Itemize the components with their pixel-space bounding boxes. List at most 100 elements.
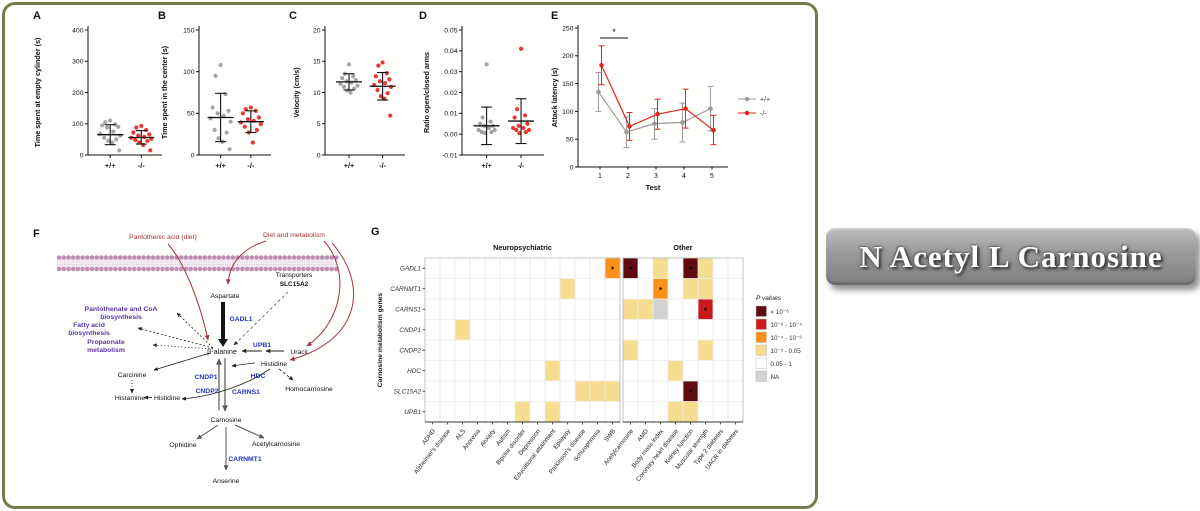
cndp1-label: CNDP1 (194, 374, 217, 381)
svg-text:SWB: SWB (603, 428, 617, 443)
svg-text:100: 100 (183, 69, 195, 76)
pathway-branch-arrows (137, 312, 214, 371)
svg-text:+/+: +/+ (105, 161, 116, 170)
figure-panel: A B C D E F G 0 100 200 300 400 Time spent at… (2, 2, 818, 509)
svg-text:200: 200 (562, 53, 574, 60)
fatty-acid-pathway-label-2: biosynthesis (68, 330, 110, 337)
diet-arrows (167, 240, 354, 362)
svg-text:100: 100 (562, 109, 574, 116)
propaonate-pathway-label-2: metabolism (87, 347, 125, 354)
carnosine-cycle-arrows (216, 358, 228, 412)
gadl1-label: GADL1 (229, 316, 252, 323)
svg-text:CNDP1: CNDP1 (399, 327, 421, 334)
svg-text:50: 50 (566, 137, 574, 144)
svg-text:5: 5 (317, 121, 321, 128)
svg-text:100: 100 (72, 121, 84, 128)
svg-text:*: * (629, 265, 633, 274)
svg-text:Neuropsychiatric: Neuropsychiatric (493, 243, 552, 252)
svg-text:NA: NA (771, 374, 781, 381)
svg-text:0.00: 0.00 (444, 132, 457, 139)
svg-text:3: 3 (654, 173, 658, 180)
svg-text:+/+: +/+ (215, 161, 226, 170)
svg-text:300: 300 (72, 59, 84, 66)
svg-text:10⁻³ - 0.05: 10⁻³ - 0.05 (771, 348, 802, 355)
aspartate-label: Aspartate (210, 293, 239, 300)
svg-text:0.05 - 1: 0.05 - 1 (771, 361, 793, 368)
svg-text:UPB1: UPB1 (404, 409, 421, 416)
histamine-arrows (129, 362, 294, 401)
svg-text:400: 400 (72, 27, 84, 34)
panel-label-f: F (33, 228, 40, 240)
panel-e-line-chart: 0 50 100 150 200 250 Attack latency (s) 1 2 3 4 5 Te… (550, 25, 770, 192)
points--/- (510, 46, 532, 136)
carcinine-label: Carcinine (118, 372, 147, 379)
carnosine-label: Carnosine (211, 417, 242, 424)
pantothenate-pathway-label: Pantothenate and CoA (85, 306, 158, 313)
svg-text:250: 250 (562, 25, 574, 32)
anserine-label: Anserine (213, 478, 240, 485)
svg-text:1: 1 (598, 173, 602, 180)
panel-label-b: B (158, 10, 166, 22)
svg-text:2: 2 (626, 173, 630, 180)
carnosine-product-arrows (196, 424, 265, 471)
svg-text:P values: P values (756, 295, 782, 302)
svg-text:150: 150 (562, 81, 574, 88)
svg-text:-0.01: -0.01 (442, 152, 458, 159)
banner-label: N Acetyl L Carnosine (859, 238, 1163, 274)
svg-text:*: * (612, 27, 616, 37)
svg-text:150: 150 (183, 27, 195, 34)
panel-label-a: A (33, 10, 41, 22)
panel-f-pathway-diagram: Pantothenic acid (diet) Diet and metabol… (56, 232, 354, 485)
svg-text:Anxiety: Anxiety (479, 427, 498, 448)
homocarnosine-label: Homocarnosine (285, 386, 333, 393)
svg-text:10⁻⁶ - 10⁻⁴: 10⁻⁶ - 10⁻⁴ (771, 322, 803, 329)
svg-text:*: * (704, 306, 708, 315)
svg-text:*: * (689, 388, 693, 397)
svg-text:20: 20 (313, 27, 321, 34)
svg-text:0.04: 0.04 (444, 48, 457, 55)
svg-text:0.05: 0.05 (444, 27, 457, 34)
panel-d-scatter-chart: -0.01 0.00 0.01 0.02 0.03 0.04 0.05 Ratio open/… (422, 26, 544, 170)
svg-text:*: * (611, 265, 615, 274)
svg-text:Ratio open/closed arms: Ratio open/closed arms (422, 52, 431, 133)
panel-g-heatmap: * * * * * * Neuropsychiatric Other GADL1 CARNMT1 C… (377, 243, 803, 483)
svg-text:0.02: 0.02 (444, 90, 457, 97)
panel-label-e: E (551, 10, 559, 22)
hdc-label: HDC (251, 373, 266, 380)
svg-text:+/+: +/+ (760, 97, 770, 104)
propaonate-pathway-label: Propaonate (87, 339, 125, 346)
svg-text:CNDP2: CNDP2 (399, 347, 421, 354)
histamine-label: Histamine (115, 395, 145, 402)
svg-text:200: 200 (72, 90, 84, 97)
panel-label-c: C (289, 10, 297, 22)
points-+/+ (98, 118, 123, 153)
svg-text:50: 50 (187, 111, 195, 118)
svg-text:Test: Test (646, 183, 661, 192)
svg-text:10: 10 (313, 90, 321, 97)
svg-text:Other: Other (673, 243, 692, 252)
carnosine-banner-button[interactable]: N Acetyl L Carnosine (826, 228, 1196, 285)
svg-text:Time spent at empty cylinder (: Time spent at empty cylinder (s) (33, 37, 42, 147)
pantothenic-acid-label: Pantothenic acid (diet) (129, 234, 197, 241)
panel-a-scatter-chart: 0 100 200 300 400 Time spent at empty cylinde… (33, 26, 162, 170)
svg-text:Attack latency (s): Attack latency (s) (550, 67, 559, 127)
svg-text:CARNS1: CARNS1 (395, 306, 421, 313)
panel-label-g: G (371, 226, 380, 238)
histidine-left-label: Histidine (154, 395, 180, 402)
svg-text:-/-: -/- (760, 111, 767, 118)
svg-text:*: * (659, 286, 663, 295)
svg-text:-/-: -/- (247, 161, 254, 170)
svg-text:0: 0 (80, 152, 84, 159)
carns1-label: CARNS1 (232, 389, 260, 396)
svg-text:0: 0 (317, 152, 321, 159)
cell-membrane (56, 255, 340, 272)
svg-text:0: 0 (570, 164, 574, 171)
svg-text:+/+: +/+ (344, 161, 355, 170)
histidine-right-label: Histidine (261, 361, 287, 368)
svg-text:0: 0 (191, 152, 195, 159)
svg-text:< 10⁻⁶: < 10⁻⁶ (771, 309, 790, 316)
svg-text:Time spent in the center (s): Time spent in the center (s) (160, 45, 169, 139)
svg-text:+/+: +/+ (481, 161, 492, 170)
svg-text:10⁻⁴ - 10⁻³: 10⁻⁴ - 10⁻³ (771, 335, 802, 342)
upb1-label: UPB1 (253, 342, 271, 349)
